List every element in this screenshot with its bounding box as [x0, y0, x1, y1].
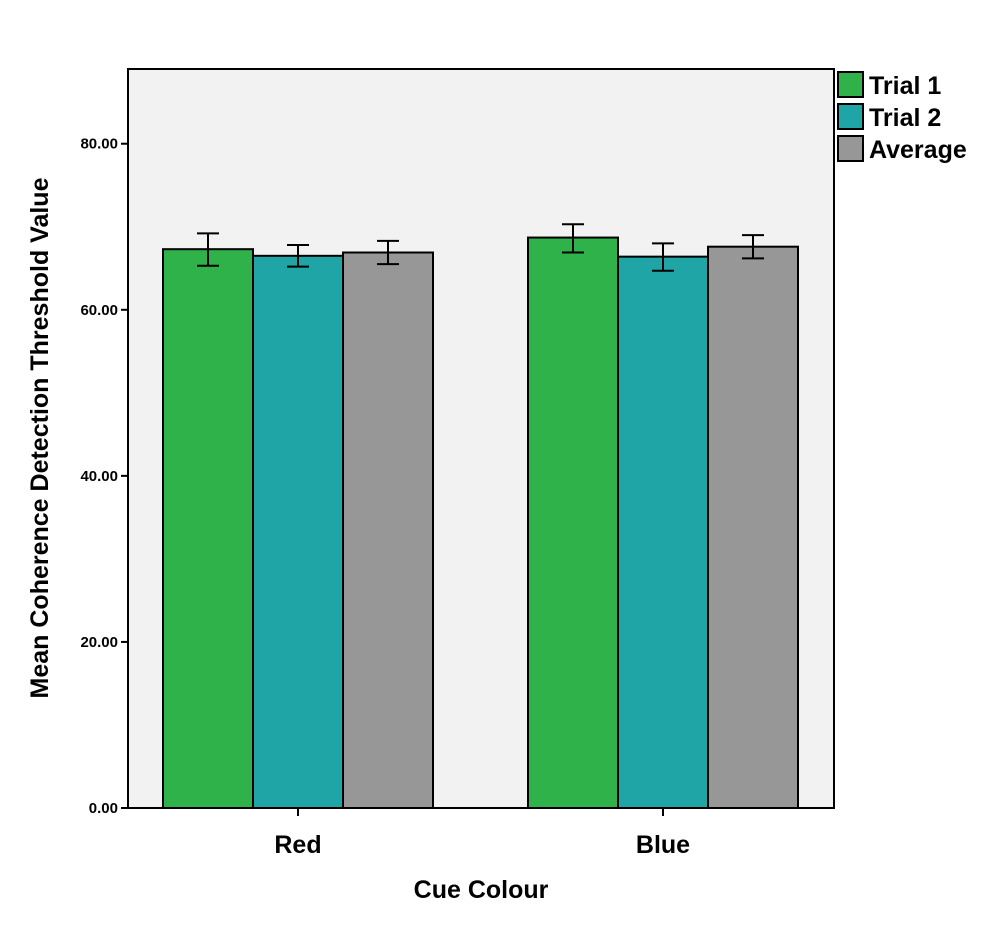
legend-swatch: [837, 71, 864, 98]
bar: [342, 251, 434, 809]
legend-label: Trial 2: [869, 104, 941, 132]
bar: [252, 254, 344, 809]
x-tick-label: Red: [274, 831, 321, 859]
x-tick-label: Blue: [636, 831, 690, 859]
x-axis-title: Cue Colour: [414, 876, 549, 904]
legend-swatch: [837, 135, 864, 162]
y-tick-label: 40.00: [80, 468, 118, 485]
y-tick-label: 0.00: [89, 800, 118, 817]
bar: [527, 236, 619, 810]
legend: Trial 1 Trial 2 Average: [837, 71, 967, 164]
bar: [707, 245, 799, 809]
legend-swatch: [837, 103, 864, 130]
bar: [162, 248, 254, 809]
y-tick-label: 80.00: [80, 136, 118, 153]
bar: [617, 255, 709, 809]
y-tick-label: 20.00: [80, 634, 118, 651]
legend-label: Trial 1: [869, 72, 941, 100]
legend-label: Average: [869, 136, 967, 164]
y-tick-label: 60.00: [80, 302, 118, 319]
y-axis-title: Mean Coherence Detection Threshold Value: [26, 177, 54, 698]
